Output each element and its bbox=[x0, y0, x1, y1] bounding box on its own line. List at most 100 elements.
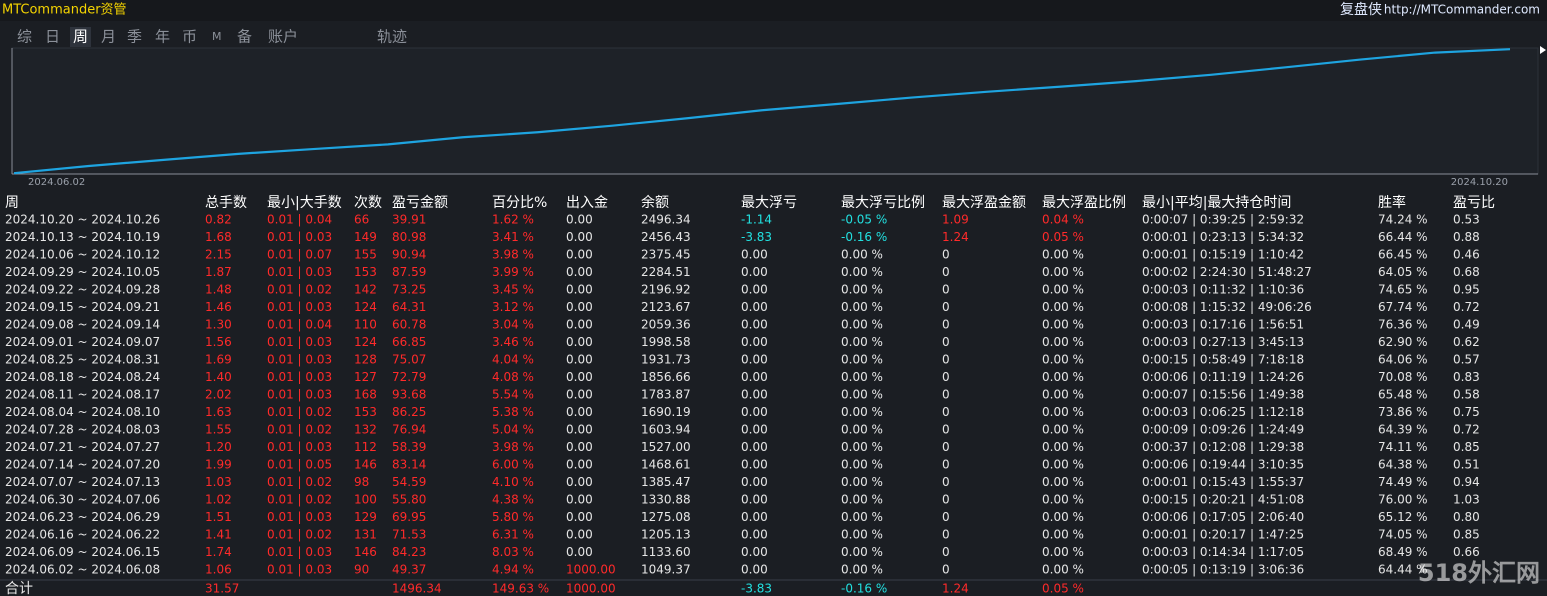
table-cell: 0 bbox=[942, 563, 950, 577]
table-cell: 0.00 bbox=[741, 528, 768, 542]
table-cell: 0:00:06 | 0:19:44 | 3:10:35 bbox=[1142, 458, 1304, 472]
title-bar bbox=[0, 0, 1547, 21]
table-cell: 2024.09.29 ~ 2024.10.05 bbox=[5, 265, 160, 279]
tab[interactable]: M bbox=[212, 30, 222, 43]
table-cell: 0.00 bbox=[741, 353, 768, 367]
tab-highlight bbox=[70, 27, 91, 47]
table-cell: 0.00 % bbox=[1042, 335, 1084, 349]
table-cell: 1049.37 bbox=[641, 563, 691, 577]
table-cell: 0.00 % bbox=[841, 370, 883, 384]
total-cell: 1.24 bbox=[942, 582, 969, 596]
table-cell: 74.65 % bbox=[1378, 283, 1428, 297]
table-cell: 100 bbox=[354, 493, 377, 507]
table-cell: 146 bbox=[354, 458, 377, 472]
table-cell: 2024.09.22 ~ 2024.09.28 bbox=[5, 283, 160, 297]
table-cell: 0 bbox=[942, 545, 950, 559]
chart-marker bbox=[1540, 46, 1546, 54]
table-cell: 0:00:01 | 0:15:19 | 1:10:42 bbox=[1142, 248, 1304, 262]
tab[interactable]: 季 bbox=[127, 28, 142, 46]
table-cell: 142 bbox=[354, 283, 377, 297]
table-cell: 0.00 bbox=[566, 475, 593, 489]
table-cell: 0.01 | 0.03 bbox=[267, 265, 332, 279]
table-cell: 0.00 bbox=[566, 318, 593, 332]
table-cell: 2024.08.18 ~ 2024.08.24 bbox=[5, 370, 160, 384]
tab[interactable]: 综 bbox=[17, 28, 32, 46]
table-cell: 64.06 % bbox=[1378, 353, 1428, 367]
table-cell: 1133.60 bbox=[641, 545, 691, 559]
table-cell: 0.00 % bbox=[1042, 475, 1084, 489]
table-cell: 0.00 bbox=[741, 510, 768, 524]
table-cell: 0.58 bbox=[1453, 388, 1480, 402]
table-cell: 8.03 % bbox=[492, 545, 534, 559]
table-cell: 2.02 bbox=[205, 388, 232, 402]
tab[interactable]: 账户 bbox=[268, 28, 298, 46]
tab[interactable]: 月 bbox=[101, 28, 116, 46]
table-cell: 0 bbox=[942, 528, 950, 542]
tab[interactable]: 周 bbox=[73, 28, 88, 46]
table-cell: 0.04 % bbox=[1042, 213, 1084, 227]
table-cell: 0.01 | 0.03 bbox=[267, 300, 332, 314]
table-cell: 0.00 % bbox=[841, 423, 883, 437]
table-cell: 0.85 bbox=[1453, 440, 1480, 454]
table-cell: 66 bbox=[354, 213, 369, 227]
table-cell: 0:00:03 | 0:11:32 | 1:10:36 bbox=[1142, 283, 1304, 297]
table-cell: 1.30 bbox=[205, 318, 232, 332]
table-cell: 62.90 % bbox=[1378, 335, 1428, 349]
table-cell: 1.40 bbox=[205, 370, 232, 384]
table-cell: 0.00 % bbox=[841, 475, 883, 489]
table-cell: 54.59 bbox=[392, 475, 426, 489]
column-header: 最大浮盈比例 bbox=[1042, 195, 1126, 211]
table-cell: 1.56 bbox=[205, 335, 232, 349]
table-cell: -3.83 bbox=[741, 230, 772, 244]
table-cell: 0.00 % bbox=[1042, 405, 1084, 419]
table-cell: 155 bbox=[354, 248, 377, 262]
table-cell: 1275.08 bbox=[641, 510, 691, 524]
tab[interactable]: 币 bbox=[182, 28, 197, 46]
table-cell: 3.98 % bbox=[492, 248, 534, 262]
table-cell: 0.00 bbox=[566, 493, 593, 507]
table-cell: 2024.07.14 ~ 2024.07.20 bbox=[5, 458, 160, 472]
table-cell: 1.03 bbox=[1453, 493, 1480, 507]
table-cell: 0.01 | 0.03 bbox=[267, 335, 332, 349]
table-cell: 127 bbox=[354, 370, 377, 384]
table-cell: 0.82 bbox=[205, 213, 232, 227]
table-cell: 131 bbox=[354, 528, 377, 542]
url[interactable]: http://MTCommander.com bbox=[1384, 3, 1540, 17]
column-header: 百分比% bbox=[492, 195, 547, 211]
table-cell: 1.87 bbox=[205, 265, 232, 279]
table-cell: 4.94 % bbox=[492, 563, 534, 577]
table-cell: 0.00 % bbox=[841, 545, 883, 559]
tab[interactable]: 日 bbox=[45, 28, 60, 46]
table-cell: 0.62 bbox=[1453, 335, 1480, 349]
table-cell: 2024.06.30 ~ 2024.07.06 bbox=[5, 493, 160, 507]
table-cell: 149 bbox=[354, 230, 377, 244]
table-cell: 0:00:03 | 0:17:16 | 1:56:51 bbox=[1142, 318, 1304, 332]
table-cell: 1.24 bbox=[942, 230, 969, 244]
table-cell: 0.68 bbox=[1453, 265, 1480, 279]
table-cell: 98 bbox=[354, 475, 369, 489]
table-cell: 0.00 % bbox=[841, 283, 883, 297]
table-cell: 2456.43 bbox=[641, 230, 691, 244]
table-cell: 0.66 bbox=[1453, 545, 1480, 559]
table-cell: 64.44 % bbox=[1378, 563, 1428, 577]
table-cell: 0.00 bbox=[741, 335, 768, 349]
table-cell: 1330.88 bbox=[641, 493, 691, 507]
table-cell: 0:00:03 | 0:27:13 | 3:45:13 bbox=[1142, 335, 1304, 349]
table-cell: 60.78 bbox=[392, 318, 426, 332]
table-cell: 0 bbox=[942, 283, 950, 297]
tab[interactable]: 年 bbox=[155, 28, 170, 46]
table-cell: 0.01 | 0.02 bbox=[267, 283, 332, 297]
table-cell: 70.08 % bbox=[1378, 370, 1428, 384]
tab[interactable]: 轨迹 bbox=[377, 28, 407, 46]
table-cell: 1.55 bbox=[205, 423, 232, 437]
table-cell: 0 bbox=[942, 405, 950, 419]
table-cell: 1856.66 bbox=[641, 370, 691, 384]
total-cell: 合计 bbox=[5, 581, 33, 596]
table-cell: 0.01 | 0.03 bbox=[267, 545, 332, 559]
tab[interactable]: 备 bbox=[237, 28, 252, 46]
table-cell: 74.24 % bbox=[1378, 213, 1428, 227]
column-header: 最大浮盈金额 bbox=[942, 195, 1026, 211]
table-cell: 0:00:01 | 0:15:43 | 1:55:37 bbox=[1142, 475, 1304, 489]
total-cell: 1496.34 bbox=[392, 582, 442, 596]
table-cell: 5.80 % bbox=[492, 510, 534, 524]
